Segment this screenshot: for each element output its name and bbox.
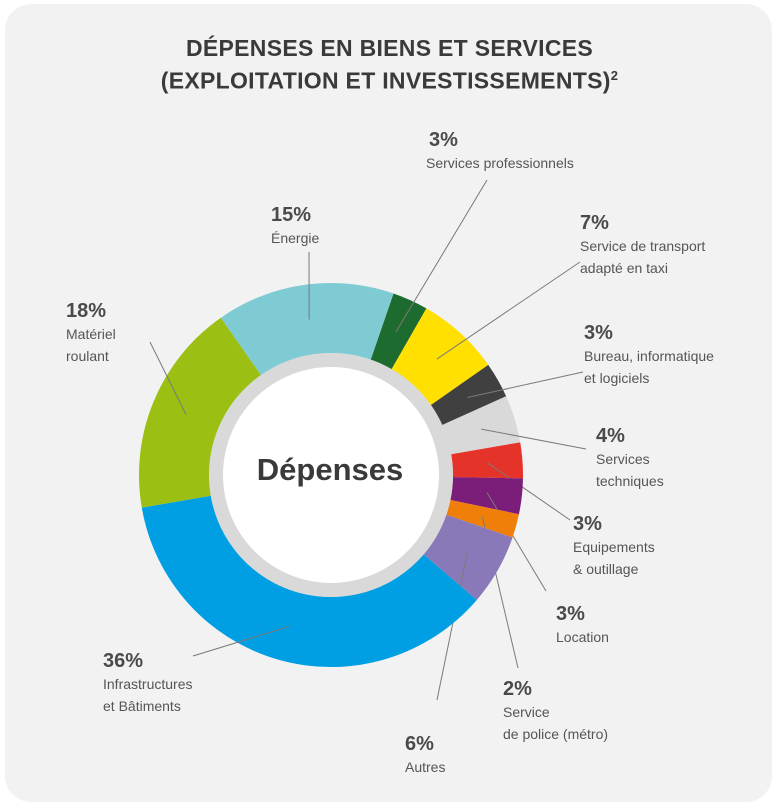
- donut-slice: [430, 364, 507, 425]
- slice-name: Service de transport adapté en taxi: [580, 238, 706, 276]
- slice-label-equipements: 3% Equipements & outillage: [573, 512, 655, 580]
- slice-pct: 36%: [103, 650, 144, 672]
- donut-slice: [442, 396, 521, 455]
- donut-slice: [450, 477, 523, 515]
- leader-line: [192, 625, 290, 657]
- slice-name: Equipements & outillage: [573, 539, 655, 577]
- slice-pct: 3%: [584, 322, 613, 344]
- donut-slice: [138, 317, 262, 508]
- chart-title-line2-text: (EXPLOITATION ET INVESTISSEMENTS): [160, 67, 611, 94]
- leader-line: [487, 462, 571, 521]
- leader-line: [486, 492, 547, 592]
- slice-label-autres: 6% Autres: [405, 732, 445, 778]
- slice-name: Infrastructures et Bâtiments: [103, 676, 193, 714]
- leader-line: [395, 179, 488, 333]
- slice-label-location: 3% Location: [556, 602, 609, 648]
- slice-name: Énergie: [271, 230, 320, 246]
- leader-line: [481, 428, 587, 450]
- slice-pct: 3%: [556, 603, 585, 625]
- donut-slice: [451, 442, 523, 479]
- slice-pct: 3%: [573, 513, 602, 535]
- leader-line: [149, 341, 187, 415]
- slice-label-service-police: 2% Service de police (métro): [503, 677, 608, 745]
- leader-line: [436, 552, 468, 701]
- slice-label-energie: 15% Énergie: [271, 203, 319, 249]
- donut-slice: [141, 495, 477, 667]
- slice-name: Location: [556, 629, 609, 645]
- donut-slice: [370, 293, 427, 370]
- slice-pct: 18%: [66, 300, 107, 322]
- slice-pct: 4%: [596, 425, 625, 447]
- chart-title-line2: (EXPLOITATION ET INVESTISSEMENTS)2: [0, 62, 779, 95]
- slice-pct: 3%: [429, 129, 458, 151]
- leader-line: [467, 371, 584, 398]
- donut-hole: [223, 367, 439, 583]
- slice-pct: 15%: [271, 204, 312, 226]
- slice-label-materiel-roulant: 18% Matériel roulant: [66, 299, 116, 367]
- chart-title-footnote: 2: [610, 68, 619, 83]
- slice-label-transport-taxi: 7% Service de transport adapté en taxi: [580, 211, 705, 279]
- slice-label-services-techniques: 4% Services techniques: [596, 424, 664, 492]
- chart-title: DÉPENSES EN BIENS ET SERVICES (EXPLOITAT…: [0, 34, 779, 95]
- leader-line: [436, 261, 581, 360]
- slice-name: Autres: [405, 759, 446, 775]
- slice-label-services-professionnels: 3% Services professionnels: [426, 128, 574, 174]
- slice-label-bureau-informatique: 3% Bureau, informatique et logiciels: [584, 321, 714, 389]
- slice-pct: 6%: [405, 733, 434, 755]
- donut-center-label: Dépenses: [256, 452, 404, 487]
- slice-label-infrastructures: 36% Infrastructures et Bâtiments: [103, 649, 192, 717]
- slice-pct: 7%: [580, 212, 609, 234]
- slice-name: Services professionnels: [426, 155, 574, 171]
- slice-name: Bureau, informatique et logiciels: [584, 348, 714, 386]
- slice-name: Matériel roulant: [66, 326, 116, 364]
- donut-slice: [423, 514, 513, 600]
- slice-pct: 2%: [503, 678, 532, 700]
- slice-name: Services techniques: [596, 451, 664, 489]
- chart-title-line1: DÉPENSES EN BIENS ET SERVICES: [185, 35, 594, 61]
- slice-name: Service de police (métro): [503, 704, 609, 742]
- donut-slice: [220, 283, 394, 376]
